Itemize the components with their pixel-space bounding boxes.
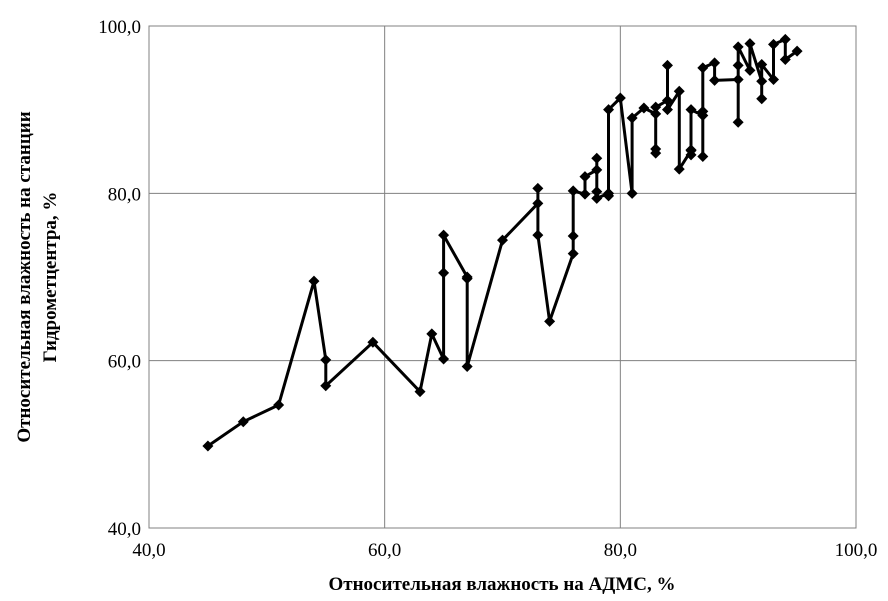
y-axis-title-line-1: Относительная влажность на станции — [14, 111, 35, 442]
data-point-marker — [567, 185, 579, 197]
data-point-marker — [650, 147, 662, 159]
y-tick-label: 100,0 — [98, 17, 141, 38]
x-tick-label: 100,0 — [835, 540, 878, 561]
data-point-marker — [626, 187, 638, 199]
data-point-marker — [673, 85, 685, 97]
data-point-marker — [791, 45, 803, 57]
data-point-marker — [673, 163, 685, 175]
data-point-marker — [779, 53, 791, 65]
data-point-marker — [603, 190, 615, 202]
data-point-marker — [709, 57, 721, 69]
data-point-marker — [591, 164, 603, 176]
data-point-marker — [237, 416, 249, 428]
data-point-marker — [367, 336, 379, 348]
data-point-marker — [320, 354, 332, 366]
data-point-marker — [732, 74, 744, 86]
x-tick-label: 80,0 — [604, 540, 637, 561]
data-point-marker — [744, 64, 756, 76]
data-point-marker — [685, 104, 697, 116]
data-point-marker — [732, 41, 744, 53]
data-point-marker — [438, 267, 450, 279]
x-tick-labels: 40,0 60,0 80,0 100,0 — [132, 540, 877, 561]
data-point-marker — [697, 105, 709, 117]
data-point-marker — [320, 380, 332, 392]
data-point-marker — [756, 93, 768, 105]
data-point-marker — [202, 440, 214, 452]
data-point-marker — [626, 112, 638, 124]
data-point-marker — [650, 101, 662, 113]
data-point-marker — [756, 75, 768, 87]
data-point-marker — [614, 92, 626, 104]
data-point-marker — [661, 59, 673, 71]
plot-area-border — [148, 25, 857, 529]
series-markers — [202, 33, 803, 452]
data-point-marker — [591, 152, 603, 164]
y-axis-title-line-2: Гидрометцентра, % — [40, 192, 61, 363]
data-point-marker — [438, 353, 450, 365]
data-point-marker — [661, 94, 673, 106]
data-point-marker — [638, 102, 650, 114]
data-point-marker — [414, 386, 426, 398]
data-point-marker — [650, 108, 662, 120]
data-point-marker — [661, 104, 673, 116]
data-point-marker — [497, 234, 508, 246]
data-point-marker — [768, 38, 780, 50]
y-tick-labels: 40,0 60,0 80,0 100,0 — [98, 17, 141, 540]
data-point-marker — [697, 151, 709, 163]
data-point-marker — [768, 74, 780, 86]
grid-lines — [148, 25, 857, 529]
data-point-marker — [567, 230, 579, 242]
data-point-marker — [697, 62, 709, 74]
y-axis-title: Относительная влажность на станции Гидро… — [14, 111, 61, 442]
data-point-marker — [591, 186, 603, 198]
data-point-marker — [591, 192, 603, 204]
x-axis-title: Относительная влажность на АДМС, % — [329, 574, 676, 595]
y-tick-label: 60,0 — [108, 352, 141, 373]
data-point-marker — [438, 229, 450, 241]
y-tick-label: 40,0 — [108, 519, 141, 540]
data-point-marker — [308, 275, 320, 287]
data-point-marker — [273, 399, 285, 411]
data-point-marker — [567, 248, 579, 260]
y-tick-label: 80,0 — [108, 184, 141, 205]
data-point-marker — [579, 188, 591, 200]
data-point-marker — [685, 144, 697, 156]
data-point-marker — [732, 59, 744, 71]
x-tick-label: 40,0 — [132, 540, 165, 561]
data-point-marker — [779, 33, 791, 45]
x-tick-label: 60,0 — [368, 540, 401, 561]
data-point-marker — [461, 273, 473, 285]
data-point-marker — [426, 328, 438, 340]
data-point-marker — [532, 197, 544, 209]
data-point-marker — [461, 361, 473, 373]
data-point-marker — [603, 104, 615, 116]
data-point-marker — [532, 182, 544, 194]
data-point-marker — [709, 74, 721, 86]
data-point-marker — [544, 315, 556, 327]
data-point-marker — [579, 171, 591, 183]
data-point-marker — [756, 58, 768, 70]
plot-frame — [148, 25, 857, 529]
data-point-marker — [744, 38, 756, 50]
data-point-marker — [732, 116, 744, 128]
data-point-marker — [532, 229, 544, 241]
